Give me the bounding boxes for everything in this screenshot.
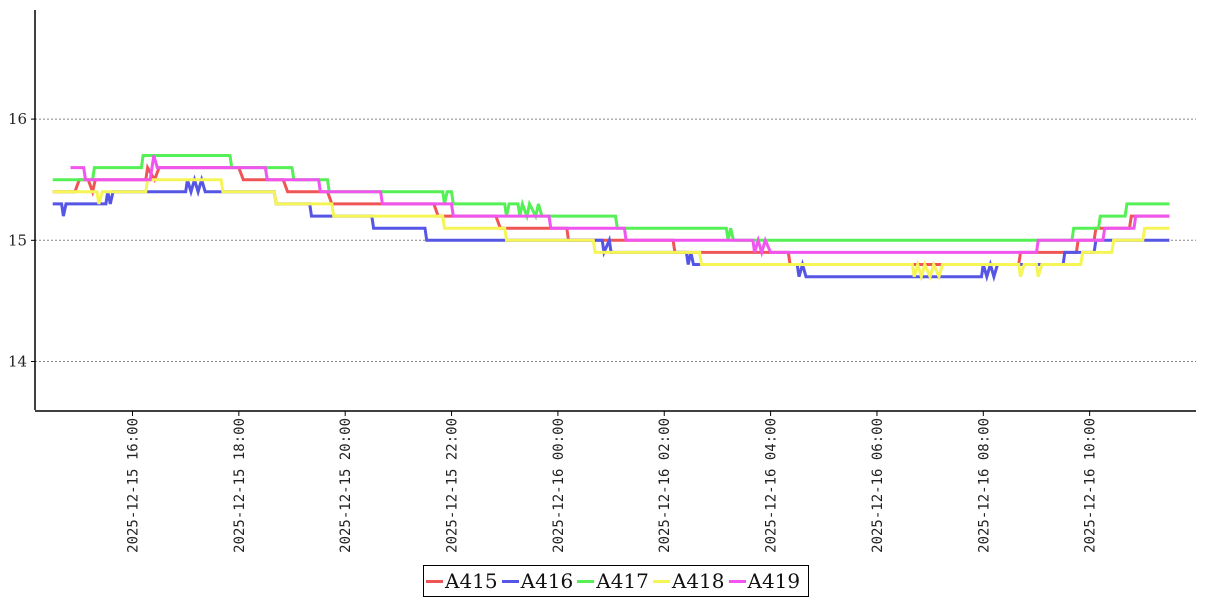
x-tick-label: 2025-12-16 02:00 bbox=[657, 418, 673, 553]
legend-item-a418: A418 bbox=[652, 569, 725, 593]
x-tick-label: 2025-12-16 08:00 bbox=[976, 418, 992, 553]
y-tick-label: 14 bbox=[8, 353, 27, 371]
legend-swatch bbox=[652, 579, 670, 583]
y-tick-label: 16 bbox=[8, 110, 27, 128]
legend-label: A415 bbox=[445, 569, 498, 593]
series-line-a418 bbox=[52, 178, 1170, 283]
y-tick-label: 15 bbox=[8, 231, 27, 249]
legend-item-a419: A419 bbox=[728, 569, 801, 593]
x-tick-label: 2025-12-16 10:00 bbox=[1083, 418, 1099, 553]
axes bbox=[34, 10, 1196, 412]
x-tick-label: 2025-12-15 16:00 bbox=[125, 418, 141, 553]
legend-swatch bbox=[728, 579, 746, 583]
legend-swatch bbox=[577, 579, 595, 583]
x-tick-label: 2025-12-16 00:00 bbox=[551, 418, 567, 553]
legend-item-a416: A416 bbox=[501, 569, 574, 593]
legend-swatch bbox=[426, 579, 443, 583]
series-line-a419 bbox=[70, 155, 1170, 258]
legend-label: A419 bbox=[747, 569, 801, 593]
x-tick-label: 2025-12-15 20:00 bbox=[338, 418, 354, 553]
x-tick-label: 2025-12-16 06:00 bbox=[870, 418, 886, 553]
x-tick-label: 2025-12-15 22:00 bbox=[445, 418, 461, 553]
legend-swatch bbox=[501, 579, 519, 583]
legend-label: A416 bbox=[520, 569, 574, 593]
legend-item-a415: A415 bbox=[426, 569, 498, 593]
x-ticks: 2025-12-15 16:00 2025-12-15 18:00 2025-12-… bbox=[125, 411, 1099, 553]
legend: A415 A416 A417 A418 A419 bbox=[423, 565, 810, 597]
x-tick-label: 2025-12-16 04:00 bbox=[764, 418, 780, 553]
legend-label: A418 bbox=[671, 569, 725, 593]
y-ticks: 14 15 16 bbox=[8, 110, 35, 371]
x-tick-label: 2025-12-15 18:00 bbox=[232, 418, 248, 553]
series-lines bbox=[52, 154, 1170, 283]
legend-item-a417: A417 bbox=[577, 569, 649, 593]
legend-label: A417 bbox=[596, 569, 649, 593]
